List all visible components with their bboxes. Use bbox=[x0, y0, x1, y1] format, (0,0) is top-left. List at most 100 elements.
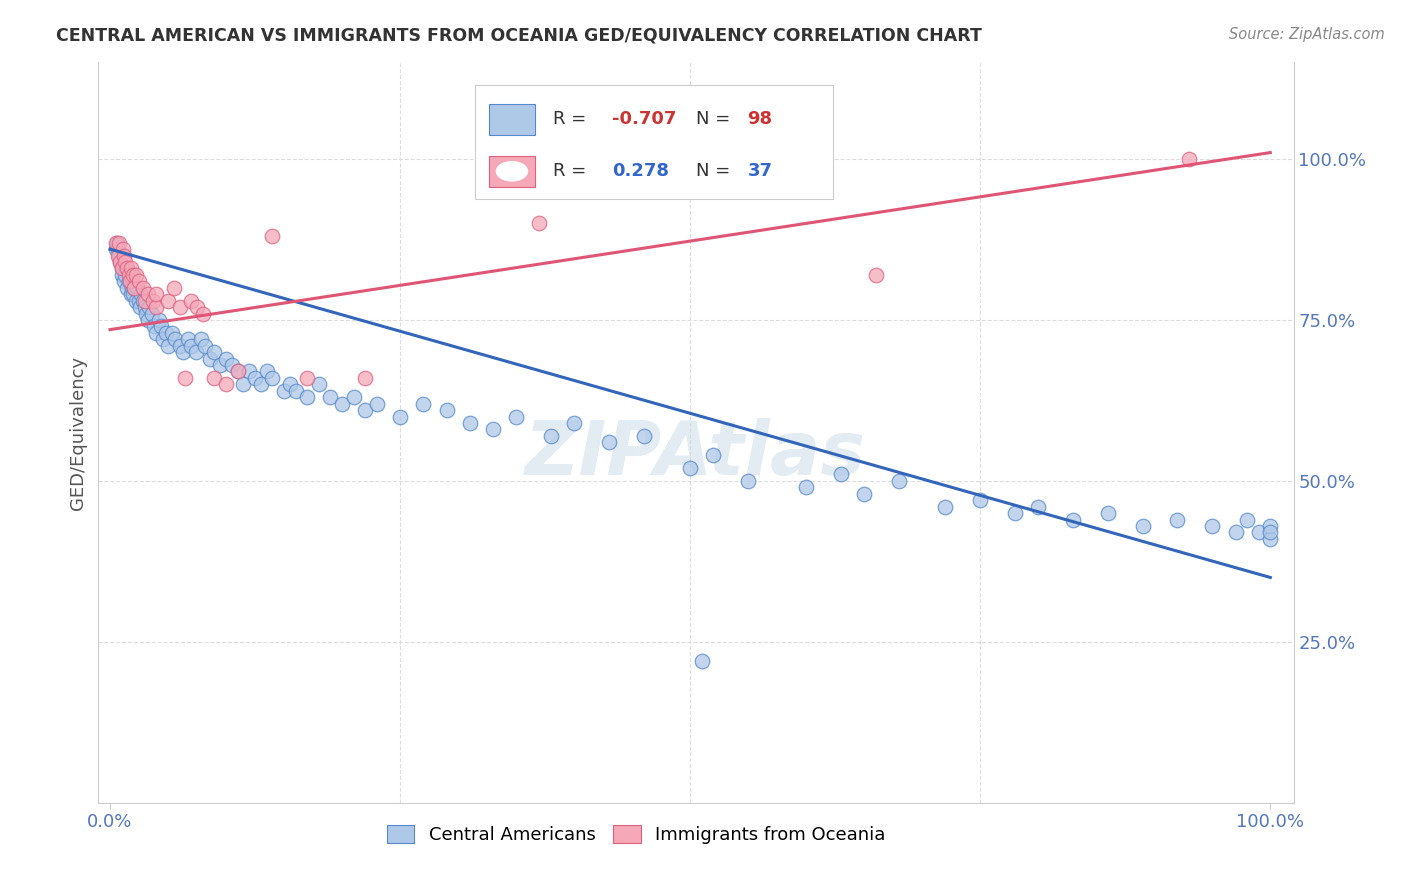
Point bbox=[540, 429, 562, 443]
Point bbox=[122, 268, 145, 282]
Point bbox=[169, 339, 191, 353]
Point bbox=[108, 249, 131, 263]
Point bbox=[184, 345, 207, 359]
Point bbox=[108, 235, 131, 250]
Point bbox=[141, 306, 163, 320]
Point bbox=[112, 274, 135, 288]
Y-axis label: GED/Equivalency: GED/Equivalency bbox=[69, 356, 87, 509]
Point bbox=[157, 293, 180, 308]
Point bbox=[505, 409, 527, 424]
Point bbox=[1178, 152, 1201, 166]
Point bbox=[117, 261, 139, 276]
Circle shape bbox=[496, 161, 527, 181]
Point bbox=[354, 371, 377, 385]
Point bbox=[136, 287, 159, 301]
Point bbox=[458, 416, 481, 430]
Point bbox=[107, 249, 129, 263]
Point bbox=[262, 229, 284, 244]
Point bbox=[238, 364, 260, 378]
Point bbox=[111, 261, 134, 276]
Point bbox=[148, 313, 170, 327]
Point bbox=[366, 397, 388, 411]
Point bbox=[1225, 525, 1247, 540]
Text: Source: ZipAtlas.com: Source: ZipAtlas.com bbox=[1229, 27, 1385, 42]
Point bbox=[112, 249, 135, 263]
Point bbox=[163, 281, 186, 295]
Point bbox=[134, 293, 156, 308]
Point bbox=[105, 235, 128, 250]
Point bbox=[180, 339, 202, 353]
Point bbox=[111, 268, 134, 282]
Point bbox=[198, 351, 221, 366]
Point bbox=[152, 332, 174, 346]
Text: N =: N = bbox=[696, 111, 735, 128]
Point bbox=[128, 274, 150, 288]
Point bbox=[160, 326, 183, 340]
Text: CENTRAL AMERICAN VS IMMIGRANTS FROM OCEANIA GED/EQUIVALENCY CORRELATION CHART: CENTRAL AMERICAN VS IMMIGRANTS FROM OCEA… bbox=[56, 27, 983, 45]
Point bbox=[157, 339, 180, 353]
Point bbox=[853, 487, 876, 501]
Point bbox=[194, 339, 217, 353]
Point bbox=[129, 300, 152, 314]
Point bbox=[1201, 519, 1223, 533]
Point bbox=[412, 397, 434, 411]
Text: ZIPAtlas: ZIPAtlas bbox=[526, 418, 866, 491]
Point bbox=[118, 274, 141, 288]
Point bbox=[163, 332, 186, 346]
Point bbox=[111, 242, 134, 256]
Point bbox=[186, 300, 208, 314]
Point bbox=[297, 390, 319, 404]
Point bbox=[104, 235, 127, 250]
Point bbox=[172, 345, 194, 359]
Point bbox=[1166, 512, 1188, 526]
Point bbox=[389, 409, 412, 424]
Text: N =: N = bbox=[696, 162, 735, 180]
Point bbox=[273, 384, 295, 398]
Point bbox=[1026, 500, 1049, 514]
Point bbox=[135, 306, 157, 320]
Point bbox=[221, 358, 243, 372]
Point bbox=[191, 306, 214, 320]
Point bbox=[690, 654, 713, 668]
Text: R =: R = bbox=[553, 162, 598, 180]
Point bbox=[114, 255, 136, 269]
Text: 98: 98 bbox=[748, 111, 772, 128]
Point bbox=[482, 422, 505, 436]
Point bbox=[134, 300, 156, 314]
Point bbox=[1004, 506, 1026, 520]
Point bbox=[794, 480, 817, 494]
Point bbox=[177, 332, 200, 346]
Point bbox=[243, 371, 266, 385]
Point bbox=[124, 281, 146, 295]
Point bbox=[278, 377, 301, 392]
Point bbox=[124, 281, 146, 295]
Point bbox=[124, 293, 146, 308]
Point bbox=[174, 371, 197, 385]
Point bbox=[169, 300, 191, 314]
Point bbox=[562, 416, 585, 430]
Point bbox=[124, 268, 146, 282]
Point bbox=[297, 371, 319, 385]
Point bbox=[190, 332, 212, 346]
Point bbox=[308, 377, 330, 392]
Point bbox=[633, 429, 655, 443]
Point bbox=[143, 319, 166, 334]
Legend: Central Americans, Immigrants from Oceania: Central Americans, Immigrants from Ocean… bbox=[381, 819, 891, 849]
Point bbox=[136, 313, 159, 327]
FancyBboxPatch shape bbox=[489, 103, 534, 135]
Point bbox=[145, 287, 167, 301]
Point bbox=[865, 268, 887, 282]
Point bbox=[117, 281, 139, 295]
Point bbox=[104, 242, 127, 256]
Point bbox=[354, 403, 377, 417]
Point bbox=[138, 300, 160, 314]
Point bbox=[131, 293, 153, 308]
Text: 0.278: 0.278 bbox=[613, 162, 669, 180]
Point bbox=[131, 287, 153, 301]
Point bbox=[145, 326, 167, 340]
Text: -0.707: -0.707 bbox=[613, 111, 676, 128]
Point bbox=[110, 255, 132, 269]
Text: R =: R = bbox=[553, 111, 592, 128]
Point bbox=[128, 293, 150, 308]
Point bbox=[142, 293, 165, 308]
